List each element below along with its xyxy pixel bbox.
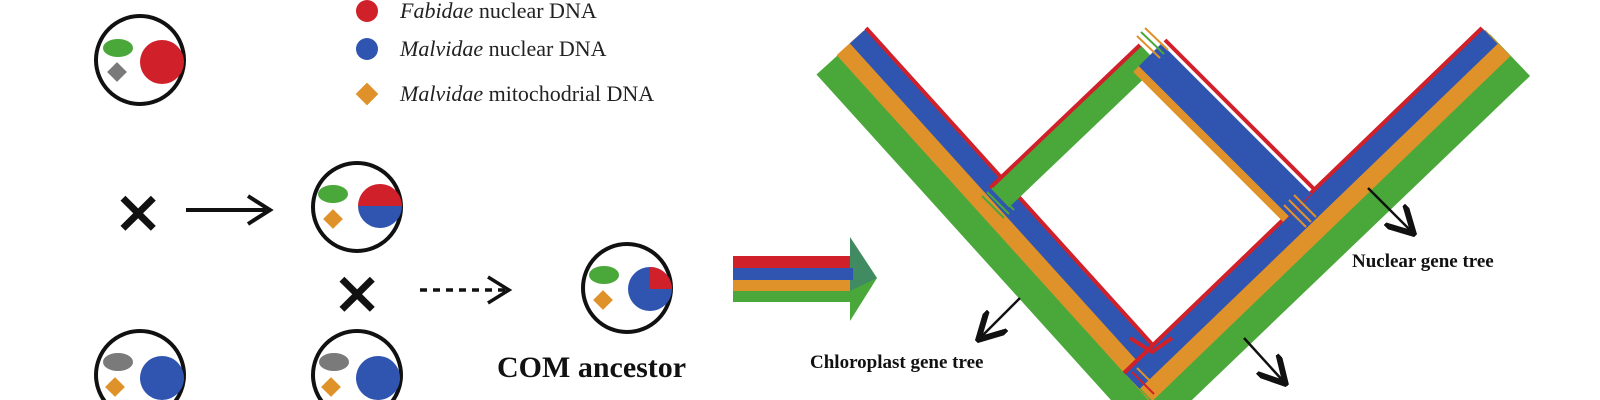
legend-item-malvidae-nuclear: Malvidae nuclear DNA xyxy=(356,32,607,66)
mitochondrial-tree-pointer-icon xyxy=(1243,337,1284,382)
mitochondrion-icon xyxy=(321,377,341,397)
plastid-icon xyxy=(103,353,133,371)
dashed-arrow-right-icon xyxy=(420,275,513,305)
legend-item-malvidae-mito: Malvidae mitochodrial DNA xyxy=(355,77,655,111)
legend-taxon: Fabidae xyxy=(400,0,474,23)
legend-taxon: Malvidae xyxy=(400,81,484,106)
legend-text: nuclear DNA xyxy=(483,36,607,61)
nucleus-icon xyxy=(356,356,400,400)
legend-taxon: Malvidae xyxy=(400,36,484,61)
tree-branch-left xyxy=(816,26,1180,400)
nuclear-tree-pointer-icon xyxy=(1367,187,1412,232)
com-ancestor-label: COM ancestor xyxy=(497,351,687,384)
striped-arrow-icon xyxy=(733,237,877,321)
mitochondrion-icon xyxy=(593,290,613,310)
cell-malvidae-b xyxy=(311,329,403,400)
cell-malvidae-a xyxy=(94,329,186,400)
inner-branch-nuclear xyxy=(1133,38,1317,222)
plastid-icon xyxy=(589,266,619,284)
nucleus-icon xyxy=(358,184,402,228)
mitochondrion-icon xyxy=(107,62,127,82)
nucleus-icon xyxy=(140,40,184,84)
nucleus-icon xyxy=(140,356,184,400)
red-circle-icon xyxy=(356,0,378,22)
cell-hybrid-1 xyxy=(311,161,403,253)
orange-diamond-icon xyxy=(355,82,379,106)
mitochondrion-icon xyxy=(105,377,125,397)
chloroplast-gene-tree-label: Chloroplast gene tree xyxy=(810,352,984,373)
plastid-icon xyxy=(103,39,133,57)
legend-text: mitochodrial DNA xyxy=(483,81,655,106)
junction-mark xyxy=(981,27,1317,395)
cross-icon: × xyxy=(332,258,382,328)
plastid-icon xyxy=(318,185,348,203)
cell-fabidae xyxy=(94,14,186,106)
tree-vertex xyxy=(1128,336,1174,355)
legend-text: nuclear DNA xyxy=(473,0,597,23)
nuclear-gene-tree-label: Nuclear gene tree xyxy=(1352,251,1494,272)
chloroplast-tree-pointer-icon xyxy=(980,297,1021,338)
gene-tree-network xyxy=(816,26,1531,400)
cell-com-ancestor xyxy=(581,242,673,334)
plastid-icon xyxy=(319,353,349,371)
tree-branch-right xyxy=(1122,26,1531,400)
arrow-right-icon xyxy=(186,194,274,226)
blue-circle-icon xyxy=(356,38,378,60)
inner-branch-chloroplast xyxy=(988,43,1159,208)
legend-item-fabidae-nuclear: Fabidae nuclear DNA xyxy=(356,0,597,28)
mitochondrion-icon xyxy=(323,209,343,229)
cross-icon: × xyxy=(113,177,163,247)
